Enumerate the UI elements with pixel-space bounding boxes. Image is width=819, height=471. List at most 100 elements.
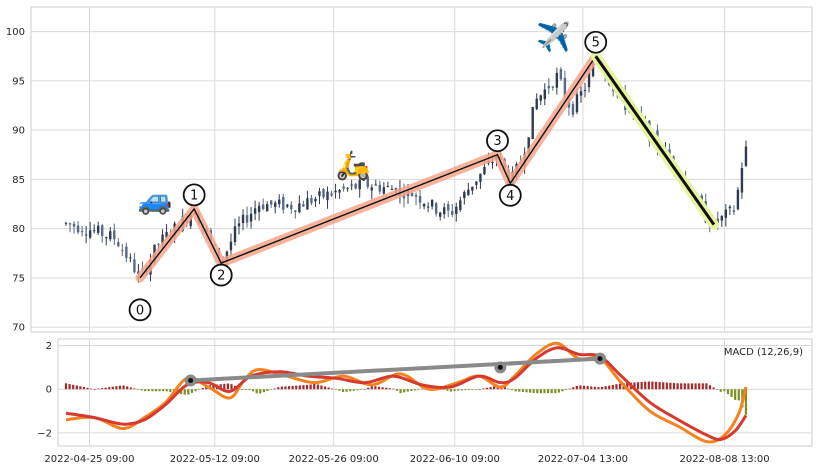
candle-body: [117, 242, 120, 247]
macd-histogram-bar: [593, 386, 596, 390]
macd-histogram-bar: [604, 386, 607, 390]
macd-histogram-bar: [453, 389, 456, 392]
macd-histogram-bar: [511, 389, 514, 391]
macd-histogram-bar: [158, 389, 161, 392]
macd-histogram-bar: [676, 383, 679, 390]
macd-histogram-bar: [482, 388, 485, 390]
price-panel: 70 75 80 85 90 95 100 0 1 2 3 4 5 🚙 🛵 ✈️: [6, 6, 813, 334]
macd-histogram-bar: [334, 389, 337, 390]
macd-histogram-bar: [723, 389, 726, 392]
macd-histogram-bar: [162, 389, 165, 392]
candle-body: [286, 204, 289, 207]
macd-histogram-bar: [672, 383, 676, 390]
candle-body: [370, 187, 373, 191]
candle-body: [354, 183, 357, 189]
macd-histogram-bar: [406, 389, 409, 392]
price-y-tick-label: 70: [12, 323, 25, 334]
macd-histogram-bar: [320, 385, 323, 390]
macd-histogram-bar: [737, 389, 740, 401]
wave-label-text: 3: [493, 134, 501, 149]
candle-body: [265, 204, 269, 212]
macd-histogram-bar: [694, 383, 697, 390]
macd-histogram-bar: [266, 389, 269, 391]
candle-body: [318, 191, 321, 196]
macd-histogram-bar: [460, 389, 463, 391]
macd-histogram-bar: [140, 389, 143, 391]
candle-body: [527, 137, 530, 153]
candle-body: [229, 241, 233, 251]
candle-body: [740, 168, 744, 193]
macd-histogram-bar: [633, 382, 636, 390]
macd-histogram-bar: [507, 388, 510, 390]
macd-y-tick-label: 2: [46, 341, 52, 352]
candle-body: [342, 186, 345, 189]
candle-body: [358, 179, 361, 190]
macd-histogram-bar: [385, 387, 388, 390]
macd-histogram-bar: [79, 386, 82, 390]
candle-body: [463, 192, 466, 199]
candle-body: [306, 198, 309, 210]
candle-body: [350, 184, 353, 186]
candle-body: [422, 203, 426, 207]
price-y-tick-label: 75: [12, 273, 25, 284]
candle-body: [274, 202, 277, 207]
macd-histogram-bar: [575, 385, 578, 390]
candle-body: [161, 234, 164, 245]
candle-body: [467, 189, 470, 196]
candle-body: [728, 206, 732, 209]
macd-histogram-bar: [219, 384, 222, 390]
candle-body: [471, 186, 474, 191]
candle-body: [438, 212, 442, 217]
candle-body: [390, 189, 394, 191]
macd-histogram-bar: [169, 389, 172, 393]
macd-histogram-bar: [744, 389, 748, 415]
candle-body: [374, 184, 378, 186]
macd-histogram-bar: [669, 382, 672, 390]
macd-histogram-bar: [190, 389, 194, 393]
macd-histogram-bar: [136, 389, 140, 390]
candle-body: [434, 203, 438, 214]
price-panel-frame: [30, 6, 813, 333]
macd-histogram-bar: [201, 387, 204, 390]
macd-histogram-bar: [345, 389, 348, 392]
macd-histogram-bar: [719, 389, 722, 392]
macd-histogram-bar: [100, 388, 104, 390]
macd-histogram-bar: [442, 389, 445, 390]
macd-histogram-bar: [698, 383, 701, 390]
macd-histogram-bar: [680, 383, 683, 390]
candle-body: [410, 192, 414, 197]
macd-y-tick-label: 0: [46, 385, 52, 396]
x-tick-label: 2022-06-10 09:00: [410, 454, 500, 465]
candle-body: [237, 223, 241, 227]
wave-label-circle: [486, 129, 509, 153]
macd-trendline: [184, 352, 606, 387]
macd-histogram-bar: [180, 389, 183, 395]
macd-histogram-bar: [561, 389, 564, 392]
wave-label-3: 3: [486, 129, 509, 153]
airplane-icon: ✈️: [536, 19, 571, 53]
macd-histogram-bar: [716, 389, 719, 390]
macd-histogram-bar: [327, 387, 330, 390]
macd-histogram-bar: [75, 385, 78, 390]
macd-trendline-line: [188, 356, 602, 383]
macd-trend-point-center: [497, 364, 503, 370]
x-tick-label: 2022-07-04 13:00: [538, 454, 628, 465]
candle-body: [113, 230, 116, 240]
macd-histogram-bar: [144, 389, 147, 392]
candle-body: [84, 234, 88, 236]
candle-body: [575, 94, 579, 113]
macd-histogram-bar: [356, 389, 359, 391]
macd-histogram-bar: [446, 389, 449, 391]
candle-body: [382, 187, 386, 194]
macd-histogram-bar: [255, 389, 258, 394]
macd-histogram-bar: [244, 389, 247, 390]
impulse-wave-line: [139, 55, 597, 279]
macd-histogram-bar: [302, 385, 305, 390]
macd-histogram-bar: [68, 384, 71, 390]
candle-body: [68, 223, 72, 225]
macd-histogram-bar: [557, 389, 560, 393]
macd-histogram-bar: [539, 389, 542, 394]
candle-body: [133, 259, 136, 273]
macd-trend-point-center: [188, 377, 194, 383]
macd-histogram-bar: [241, 389, 244, 390]
